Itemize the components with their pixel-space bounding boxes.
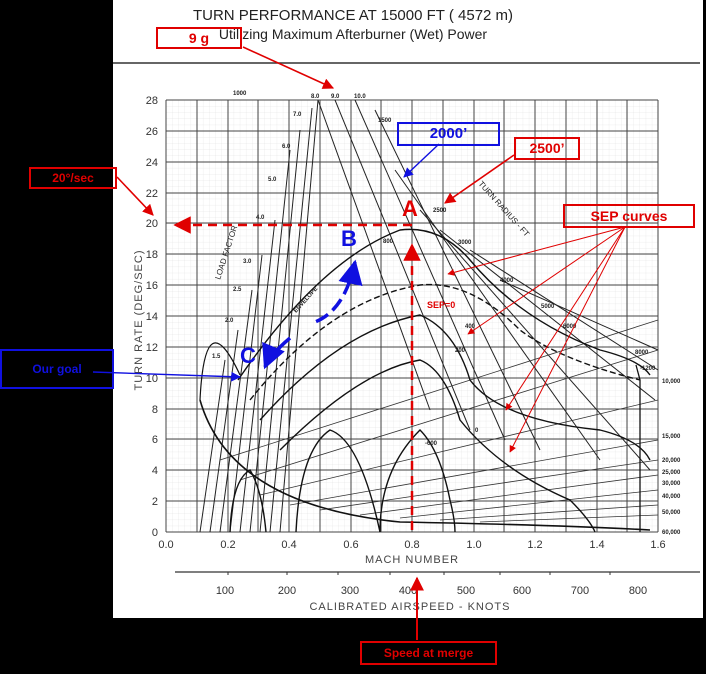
- svg-text:6: 6: [152, 434, 158, 446]
- svg-text:8000: 8000: [635, 350, 649, 356]
- svg-text:1.6: 1.6: [650, 539, 665, 551]
- svg-text:-600: -600: [425, 441, 438, 447]
- sep-curves: [229, 228, 651, 533]
- point-c-label: C: [240, 343, 256, 368]
- svg-text:0.2: 0.2: [220, 539, 235, 551]
- svg-text:-1200: -1200: [640, 366, 656, 372]
- svg-text:1.0: 1.0: [466, 539, 481, 551]
- y-axis-ticks: 0 2 4 6 8 10 12 14 16 18 20 22 24 26 28: [146, 95, 158, 539]
- twenty-deg-arrow: [116, 176, 154, 216]
- twenty-deg-callout: 20°/sec: [29, 167, 117, 189]
- y-axis-label: TURN RATE (DEG/SEC): [133, 249, 145, 390]
- envelope-bottom: [199, 399, 651, 531]
- svg-text:0: 0: [152, 527, 158, 539]
- svg-text:20,000: 20,000: [662, 458, 681, 464]
- turn-radius-lines: [317, 99, 659, 471]
- our-goal-callout: Our goal: [0, 349, 114, 389]
- cas-axis-label: CALIBRATED AIRSPEED - KNOTS: [309, 601, 510, 613]
- svg-text:300: 300: [341, 585, 359, 597]
- svg-text:8: 8: [152, 404, 158, 416]
- load-factor-lines: [199, 99, 319, 533]
- svg-text:2: 2: [152, 496, 158, 508]
- svg-text:0: 0: [475, 428, 479, 434]
- svg-text:10,000: 10,000: [662, 379, 681, 385]
- svg-text:15,000: 15,000: [662, 434, 681, 440]
- sep-curves-callout: SEP curves: [563, 204, 695, 228]
- svg-text:10: 10: [146, 373, 158, 385]
- svg-text:2500: 2500: [433, 208, 447, 214]
- svg-text:10.0: 10.0: [354, 94, 366, 100]
- svg-text:500: 500: [457, 585, 475, 597]
- svg-text:14: 14: [146, 311, 158, 323]
- svg-text:1000: 1000: [233, 91, 247, 97]
- svg-text:2.0: 2.0: [225, 318, 234, 324]
- svg-text:7.0: 7.0: [293, 112, 302, 118]
- svg-text:16: 16: [146, 280, 158, 292]
- svg-text:1.4: 1.4: [589, 539, 604, 551]
- svg-text:200: 200: [455, 348, 466, 354]
- point-b-label: B: [341, 226, 357, 251]
- speed-at-merge-callout: Speed at merge: [360, 641, 497, 665]
- sep-curves-arrows: [447, 226, 626, 453]
- r2000-arrow: [403, 143, 440, 178]
- svg-text:5000: 5000: [541, 304, 555, 310]
- svg-text:1500: 1500: [378, 118, 392, 124]
- svg-text:5.0: 5.0: [268, 177, 277, 183]
- chart-line-labels: 1000 8.0 9.0 10.0 7.0 6.0 5.0 4.0 3.0 2.…: [212, 91, 681, 536]
- svg-text:20: 20: [146, 218, 158, 230]
- svg-text:1.5: 1.5: [212, 354, 221, 360]
- svg-text:0.6: 0.6: [343, 539, 358, 551]
- chart-subtitle: Utilizing Maximum Afterburner (Wet) Powe…: [218, 26, 488, 42]
- nine-g-arrow: [242, 46, 335, 89]
- svg-text:400: 400: [399, 585, 417, 597]
- nine-g-callout: 9 g: [156, 27, 242, 49]
- svg-text:700: 700: [571, 585, 589, 597]
- sep-zero-label: SEP=0: [427, 300, 456, 310]
- svg-text:1.2: 1.2: [527, 539, 542, 551]
- r2000-callout: 2000’: [397, 122, 500, 146]
- svg-text:800: 800: [629, 585, 647, 597]
- svg-text:0.8: 0.8: [404, 539, 419, 551]
- svg-text:4: 4: [152, 465, 158, 477]
- svg-text:0.0: 0.0: [158, 539, 173, 551]
- svg-text:400: 400: [465, 324, 476, 330]
- svg-text:6000: 6000: [563, 324, 577, 330]
- b-to-c-path: [314, 259, 363, 324]
- point-a-label: A: [402, 196, 418, 221]
- svg-text:26: 26: [146, 126, 158, 138]
- svg-text:22: 22: [146, 188, 158, 200]
- svg-text:2.5: 2.5: [233, 287, 242, 293]
- svg-text:4.0: 4.0: [256, 215, 265, 221]
- r2500-callout: 2500’: [514, 137, 580, 160]
- svg-text:3.0: 3.0: [243, 259, 252, 265]
- r2500-arrow: [444, 154, 515, 204]
- svg-text:25,000: 25,000: [662, 470, 681, 476]
- x-axis-ticks: 0.0 0.2 0.4 0.6 0.8 1.0 1.2 1.4 1.6: [158, 539, 665, 551]
- svg-text:12: 12: [146, 342, 158, 354]
- svg-text:8.0: 8.0: [311, 94, 320, 100]
- svg-text:50,000: 50,000: [662, 510, 681, 516]
- svg-text:24: 24: [146, 157, 158, 169]
- svg-text:3000: 3000: [458, 240, 472, 246]
- svg-text:60,000: 60,000: [662, 530, 681, 536]
- svg-text:200: 200: [278, 585, 296, 597]
- chart-title: TURN PERFORMANCE AT 15000 FT ( 4572 m): [192, 7, 514, 24]
- svg-text:30,000: 30,000: [662, 481, 681, 487]
- svg-text:18: 18: [146, 249, 158, 261]
- svg-text:100: 100: [216, 585, 234, 597]
- svg-text:40,000: 40,000: [662, 494, 681, 500]
- svg-text:600: 600: [513, 585, 531, 597]
- svg-text:0.4: 0.4: [281, 539, 296, 551]
- x-axis-label: MACH NUMBER: [365, 554, 459, 566]
- svg-text:9.0: 9.0: [331, 94, 340, 100]
- svg-text:6.0: 6.0: [282, 144, 291, 150]
- svg-text:4000: 4000: [500, 278, 514, 284]
- cas-axis-ticks: 100 200 300 400 500 600 700 800: [216, 585, 647, 597]
- svg-text:800: 800: [383, 239, 394, 245]
- svg-text:28: 28: [146, 95, 158, 107]
- our-goal-arrow: [92, 371, 241, 382]
